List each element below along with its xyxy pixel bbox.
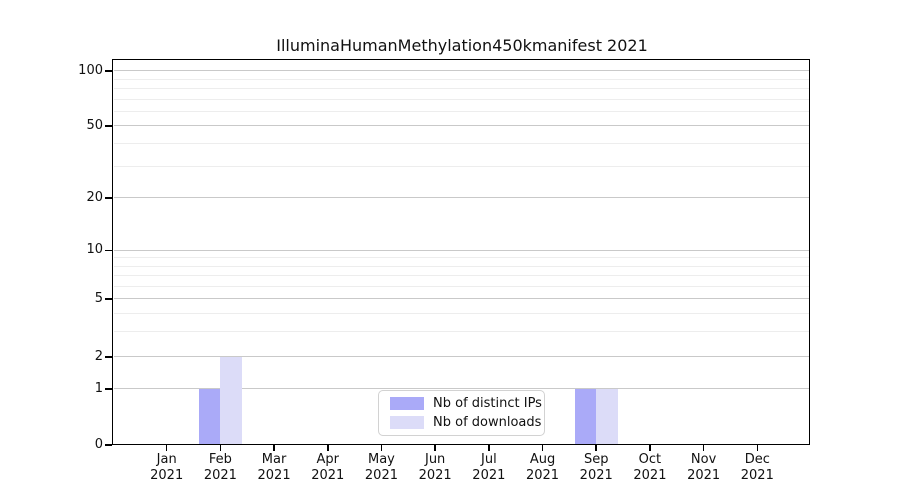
x-axis-tick [756, 445, 759, 451]
major-gridline [114, 249, 810, 251]
x-axis-tick [380, 445, 383, 451]
legend-box: Nb of distinct IPs Nb of downloads [378, 390, 545, 436]
y-tick-label: 1 [94, 380, 103, 396]
x-axis-tick [165, 445, 168, 451]
x-tick-label: Jul 2021 [457, 452, 521, 484]
x-tick-month: Apr [316, 452, 340, 467]
legend-item: Nb of distinct IPs [390, 395, 544, 411]
legend-item: Nb of downloads [390, 414, 544, 430]
bar-downloads [596, 389, 618, 445]
x-axis-tick [541, 445, 544, 451]
bar-distinct-ips [574, 389, 597, 445]
x-axis-tick [434, 445, 436, 451]
y-tick-label: 5 [94, 290, 103, 306]
y-tick-label: 100 [78, 62, 103, 78]
minor-gridline [114, 143, 810, 145]
x-tick-month: Sep [583, 452, 609, 467]
plot-border [112, 59, 810, 445]
y-tick-label: 0 [94, 436, 103, 452]
minor-gridline [114, 78, 810, 80]
x-tick-year: 2021 [740, 468, 774, 483]
x-axis-tick [273, 445, 275, 451]
minor-gridline [114, 111, 810, 113]
y-tick-label: 2 [94, 348, 103, 364]
major-gridline [114, 197, 810, 199]
y-axis-tick [105, 356, 112, 358]
legend-swatch [390, 397, 424, 410]
x-tick-month: Dec [744, 452, 770, 467]
y-axis-tick [105, 70, 112, 72]
x-tick-label: Apr 2021 [296, 452, 360, 484]
x-tick-year: 2021 [257, 468, 291, 483]
x-axis-tick [219, 445, 222, 451]
major-gridline [114, 125, 810, 127]
x-tick-year: 2021 [579, 468, 613, 483]
x-tick-label: Feb 2021 [188, 452, 252, 484]
x-tick-month: Mar [261, 452, 287, 467]
x-tick-label: Jun 2021 [403, 452, 467, 484]
x-tick-year: 2021 [311, 468, 345, 483]
x-axis-tick [649, 445, 651, 451]
x-tick-year: 2021 [525, 468, 560, 483]
x-tick-month: Jan [156, 452, 177, 467]
x-tick-month: Jul [481, 452, 497, 467]
x-tick-label: Dec 2021 [725, 452, 789, 484]
minor-gridline [114, 285, 810, 287]
x-tick-month: Jun [424, 452, 446, 467]
y-axis-tick [105, 298, 112, 300]
y-axis-tick [105, 197, 112, 199]
major-gridline [114, 388, 810, 390]
minor-gridline [114, 165, 810, 167]
x-tick-month: Nov [690, 452, 717, 467]
x-tick-label: Aug 2021 [511, 452, 575, 484]
y-axis-tick [105, 444, 112, 446]
x-axis-tick [595, 445, 598, 451]
minor-gridline [114, 274, 810, 276]
y-tick-label: 10 [86, 242, 103, 257]
x-tick-label: May 2021 [349, 452, 413, 484]
minor-gridline [114, 330, 810, 332]
y-axis-tick [105, 388, 112, 390]
bar-downloads [220, 357, 242, 445]
x-tick-year: 2021 [472, 468, 506, 483]
x-axis-tick [488, 445, 490, 451]
y-tick-label: 20 [86, 189, 103, 205]
x-tick-year: 2021 [633, 468, 667, 483]
minor-gridline [114, 98, 810, 100]
x-tick-month: May [368, 452, 395, 467]
major-gridline [114, 298, 810, 300]
y-tick-label: 50 [86, 117, 103, 133]
x-tick-year: 2021 [203, 468, 237, 483]
x-axis-tick [702, 445, 705, 451]
x-tick-label: Mar 2021 [242, 452, 306, 484]
x-tick-month: Feb [208, 452, 232, 467]
minor-gridline [114, 312, 810, 314]
x-tick-year: 2021 [687, 468, 721, 483]
minor-gridline [114, 265, 810, 267]
x-tick-month: Aug [529, 452, 556, 467]
major-gridline [114, 70, 810, 72]
x-tick-label: Nov 2021 [672, 452, 736, 484]
minor-gridline [114, 88, 810, 90]
x-tick-year: 2021 [150, 468, 184, 483]
x-tick-label: Oct 2021 [618, 452, 682, 484]
chart-title: IlluminaHumanMethylation450kmanifest 202… [276, 36, 648, 55]
legend-label: Nb of distinct IPs [433, 395, 542, 411]
legend-swatch [390, 416, 424, 429]
legend-label: Nb of downloads [433, 414, 542, 430]
major-gridline [114, 356, 810, 358]
x-tick-label: Sep 2021 [564, 452, 628, 484]
x-tick-year: 2021 [364, 468, 398, 483]
bar-distinct-ips [198, 389, 221, 445]
x-tick-label: Jan 2021 [135, 452, 199, 484]
x-axis-tick [326, 445, 329, 451]
minor-gridline [114, 257, 810, 259]
y-axis-tick [105, 125, 112, 127]
x-tick-month: Oct [638, 452, 662, 467]
x-tick-year: 2021 [418, 468, 452, 483]
y-axis-tick [105, 249, 112, 252]
